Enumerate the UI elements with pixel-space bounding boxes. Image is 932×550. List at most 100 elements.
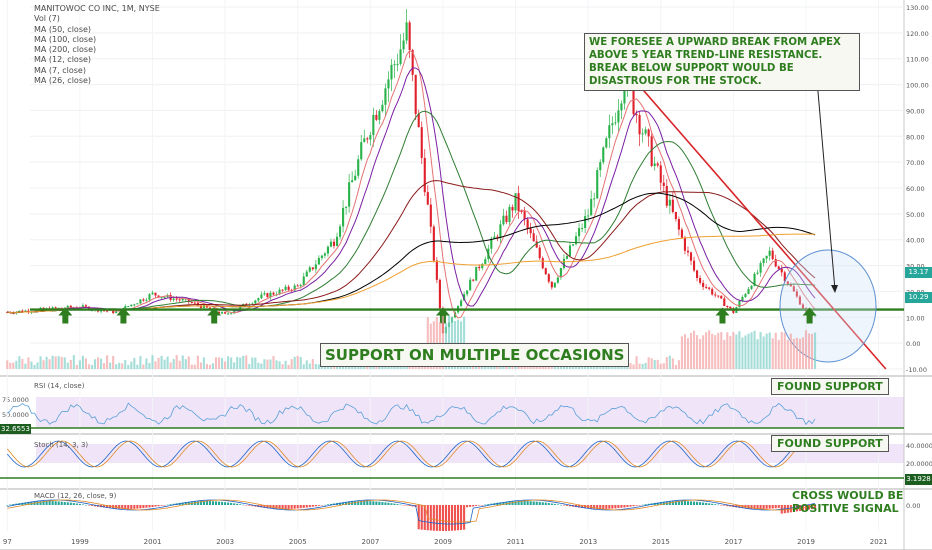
macd-histogram-bar — [45, 501, 48, 505]
candle-body — [339, 226, 342, 237]
candle-body — [671, 199, 674, 212]
forecast-line: ABOVE 5 YEAR TREND-LINE RESISTANCE. — [589, 50, 823, 61]
candle-body — [680, 229, 683, 238]
stoch-d-line — [6, 440, 816, 468]
macd-histogram-bar — [208, 501, 212, 505]
rsi-band — [36, 397, 904, 428]
volume-bar — [659, 363, 662, 369]
candle-body — [574, 236, 578, 245]
candle-body — [251, 303, 254, 305]
macd-histogram-bar — [139, 505, 142, 509]
volume-bar — [810, 333, 814, 369]
macd-histogram-bar — [541, 502, 544, 505]
volume-bar — [84, 358, 87, 369]
candle-body — [460, 300, 463, 306]
volume-bar — [750, 332, 753, 369]
macd-histogram-bar — [593, 505, 596, 509]
candle-body — [387, 79, 390, 89]
candle-body — [408, 22, 411, 51]
volume-bar — [96, 357, 100, 369]
macd-histogram-bar — [611, 505, 614, 509]
stoch-callout: FOUND SUPPORT — [771, 435, 889, 452]
macd-histogram-bar — [453, 505, 457, 531]
macd-histogram-bar — [456, 505, 460, 531]
volume-bar — [145, 358, 148, 369]
macd-histogram-bar — [632, 505, 635, 507]
volume-bar — [308, 363, 311, 369]
volume-bar — [18, 356, 21, 369]
volume-bar — [305, 360, 308, 369]
forecast-line: BREAK BELOW SUPPORT WOULD BE — [589, 63, 794, 74]
price-tick-label: 120.00 — [906, 30, 929, 38]
candle-body — [227, 313, 230, 315]
macd-histogram-bar — [199, 501, 202, 505]
macd-histogram-bar — [51, 501, 54, 505]
macd-histogram-bar — [435, 505, 438, 531]
volume-bar — [99, 358, 103, 369]
macd-histogram-bar — [741, 505, 744, 509]
volume-bar — [677, 360, 680, 369]
macd-histogram-bar — [647, 503, 650, 505]
macd-histogram-bar — [774, 505, 777, 509]
candle-body — [160, 297, 163, 299]
candle-body — [354, 175, 357, 181]
volume-bar — [798, 338, 801, 369]
candle-body — [360, 142, 363, 160]
macd-histogram-bar — [723, 505, 726, 506]
candle-body — [320, 255, 323, 258]
candle-body — [656, 163, 659, 166]
candle-body — [635, 114, 638, 116]
candle-body — [345, 206, 348, 208]
candle-body — [69, 305, 72, 308]
candle-body — [420, 127, 423, 158]
macd-histogram-bar — [154, 505, 157, 507]
candle-body — [493, 236, 496, 239]
macd-histogram-bar — [408, 505, 411, 506]
candle-body — [644, 129, 647, 134]
volume-bar — [692, 330, 696, 369]
macd-histogram-bar — [602, 505, 605, 509]
candle-body — [417, 113, 420, 128]
volume-bar — [290, 359, 293, 369]
indicator-title: Stoch (14, 3, 3) — [34, 441, 88, 449]
candle-body — [593, 198, 596, 200]
macd-histogram-bar — [329, 503, 333, 505]
candle-body — [272, 292, 275, 295]
macd-histogram-bar — [556, 504, 559, 505]
macd-histogram-bar — [608, 505, 611, 509]
price-tick-label: 0.00 — [906, 340, 920, 348]
support-arrow-icon — [802, 307, 817, 324]
candle-body — [662, 182, 665, 186]
candle-body — [314, 264, 317, 270]
macd-histogram-bar — [184, 502, 187, 505]
candle-body — [768, 250, 771, 256]
macd-histogram-bar — [390, 503, 393, 505]
chart-legend: MANITOWOC CO INC, 1M, NYSE Vol (7) MA (5… — [34, 4, 160, 86]
volume-bar — [777, 339, 780, 369]
volume-bar — [239, 357, 242, 369]
macd-histogram-bar — [230, 502, 233, 505]
macd-histogram-bar — [157, 505, 160, 507]
volume-bar — [169, 362, 172, 369]
volume-bar — [741, 337, 744, 369]
candle-body — [490, 238, 493, 249]
candle-body — [130, 304, 133, 307]
volume-bar — [148, 362, 151, 369]
ma12-line — [7, 67, 816, 314]
candle-body — [308, 267, 311, 272]
candle-body — [136, 303, 139, 305]
macd-histogram-bar — [683, 501, 687, 505]
candle-body — [677, 219, 680, 230]
macd-histogram-bar — [148, 505, 151, 508]
volume-bar — [160, 355, 163, 369]
candle-body — [12, 312, 15, 314]
macd-histogram-bar — [72, 503, 75, 505]
volume-bar — [759, 331, 762, 369]
volume-bar — [190, 364, 193, 369]
candle-body — [529, 228, 532, 234]
volume-bar — [248, 364, 251, 369]
candle-body — [614, 122, 617, 124]
volume-bar — [87, 364, 91, 369]
price-tick-label: 70.00 — [906, 159, 925, 167]
